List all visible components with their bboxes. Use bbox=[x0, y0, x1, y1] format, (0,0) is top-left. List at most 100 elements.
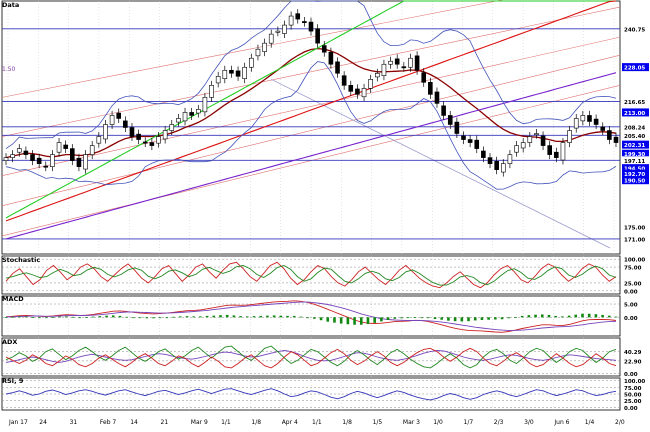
adx-panel: 40.29 22.90 0.00 bbox=[2, 345, 642, 378]
price-label-bg bbox=[622, 169, 649, 178]
macd-histogram-bar bbox=[91, 316, 95, 318]
candle-body bbox=[361, 88, 367, 98]
candle-body bbox=[222, 69, 228, 80]
candle-body bbox=[567, 130, 572, 143]
macd-histogram-bar bbox=[520, 315, 524, 318]
price-label-bg bbox=[622, 131, 649, 140]
moving-average-line bbox=[5, 0, 616, 219]
price-panel-label: Data bbox=[2, 1, 19, 9]
candle-body bbox=[454, 121, 460, 134]
macd-histogram-bar bbox=[574, 314, 578, 318]
macd-histogram-bar bbox=[71, 316, 75, 318]
macd-histogram-bar bbox=[266, 315, 269, 318]
candle-body bbox=[534, 133, 539, 136]
macd-histogram-bar bbox=[105, 315, 108, 318]
candle-body bbox=[481, 150, 486, 158]
price-label-bg bbox=[622, 149, 649, 158]
macd-histogram-bar bbox=[433, 317, 437, 320]
x-axis-tick-label: 1/8 bbox=[342, 419, 352, 426]
rsi-axis-label: 25.00 bbox=[624, 399, 642, 405]
candle-body bbox=[149, 142, 155, 146]
trend-line bbox=[1, 0, 504, 98]
price-axis-label: 202.31 bbox=[624, 143, 645, 149]
candle-body bbox=[408, 57, 413, 68]
price-axis-label: 216.65 bbox=[624, 100, 645, 106]
candle-body bbox=[560, 142, 566, 161]
price-annotation: 1.50 bbox=[2, 66, 16, 73]
candle-body bbox=[36, 157, 42, 164]
macd-histogram-bar bbox=[487, 317, 490, 320]
candle-body bbox=[156, 136, 161, 144]
macd-histogram-bar bbox=[118, 315, 122, 318]
candle-body bbox=[83, 154, 88, 170]
x-axis-tick-label: 1/1 bbox=[312, 419, 322, 426]
candle-body bbox=[169, 124, 175, 131]
bollinger-upper-band bbox=[5, 0, 617, 149]
price-axis-label: 197.11 bbox=[624, 159, 645, 165]
price-axis-label: 171.00 bbox=[624, 237, 645, 243]
macd-histogram-bar bbox=[246, 316, 249, 318]
candle-body bbox=[189, 112, 194, 116]
x-axis-tick-label: 3/0 bbox=[524, 419, 534, 426]
candle-body bbox=[302, 21, 307, 23]
moving-average-line bbox=[5, 0, 617, 222]
downtrend-line bbox=[271, 78, 611, 249]
rsi-axis-label: 50.00 bbox=[624, 393, 642, 399]
x-axis-tick-label: 2/3 bbox=[494, 419, 504, 426]
macd-histogram-bar bbox=[239, 316, 242, 318]
macd-histogram-bar bbox=[386, 317, 390, 320]
candle-body bbox=[103, 124, 108, 140]
macd-histogram-bar bbox=[11, 316, 15, 318]
candle-body bbox=[388, 60, 393, 65]
candle-body bbox=[421, 72, 427, 83]
candle-body bbox=[540, 135, 546, 146]
macd-histogram-bar bbox=[259, 315, 263, 318]
macd-histogram-bar bbox=[373, 317, 376, 323]
candle-body bbox=[209, 85, 214, 98]
x-axis-tick-label: 1/0 bbox=[433, 419, 443, 426]
rsi-panel-label: RSI, 9 bbox=[2, 377, 24, 385]
macd-histogram-bar bbox=[540, 314, 544, 318]
candle-body bbox=[394, 58, 400, 65]
candle-body bbox=[23, 150, 29, 155]
price-axis-label: 213.00 bbox=[624, 111, 645, 117]
candle-body bbox=[282, 24, 287, 34]
x-axis-tick-label: 21 bbox=[161, 419, 169, 426]
macd-histogram-bar bbox=[125, 316, 128, 318]
candle-body bbox=[573, 118, 579, 129]
rsi-axis-label: 75.00 bbox=[624, 386, 642, 392]
candle-body bbox=[288, 15, 294, 26]
macd-histogram-bar bbox=[614, 316, 618, 318]
candle-body bbox=[10, 154, 15, 158]
candle-body bbox=[600, 126, 606, 131]
candle-body bbox=[96, 136, 102, 144]
macd-histogram-bar bbox=[406, 317, 410, 319]
macd-histogram-bar bbox=[4, 317, 8, 318]
candle-body bbox=[467, 139, 473, 143]
macd-histogram-bar bbox=[85, 317, 88, 318]
adx-series-line bbox=[5, 347, 617, 369]
macd-histogram-bar bbox=[158, 317, 162, 319]
price-label-bg bbox=[622, 63, 649, 72]
macd-histogram-bar bbox=[447, 317, 450, 321]
macd-histogram-bar bbox=[393, 317, 397, 319]
macd-panel: 5.00 0.00 bbox=[2, 300, 638, 333]
price-label-bg bbox=[622, 156, 649, 165]
candle-body bbox=[613, 136, 619, 143]
price-label-bg bbox=[622, 122, 649, 131]
macd-histogram-bar bbox=[306, 317, 309, 319]
candle-body bbox=[580, 115, 586, 122]
macd-panel-label: MACD bbox=[2, 295, 24, 303]
macd-histogram-bar bbox=[527, 315, 531, 318]
macd-histogram-bar bbox=[440, 317, 444, 320]
price-label-bg bbox=[622, 164, 649, 173]
price-label-bg bbox=[622, 24, 649, 33]
adx-series-line bbox=[5, 345, 617, 369]
candle-body bbox=[494, 160, 499, 170]
candle-body bbox=[76, 157, 82, 167]
candle-body bbox=[195, 109, 201, 114]
macd-histogram-bar bbox=[333, 317, 336, 323]
x-axis-tick-label: 1/4 bbox=[585, 419, 595, 426]
macd-histogram-bar bbox=[480, 317, 484, 320]
